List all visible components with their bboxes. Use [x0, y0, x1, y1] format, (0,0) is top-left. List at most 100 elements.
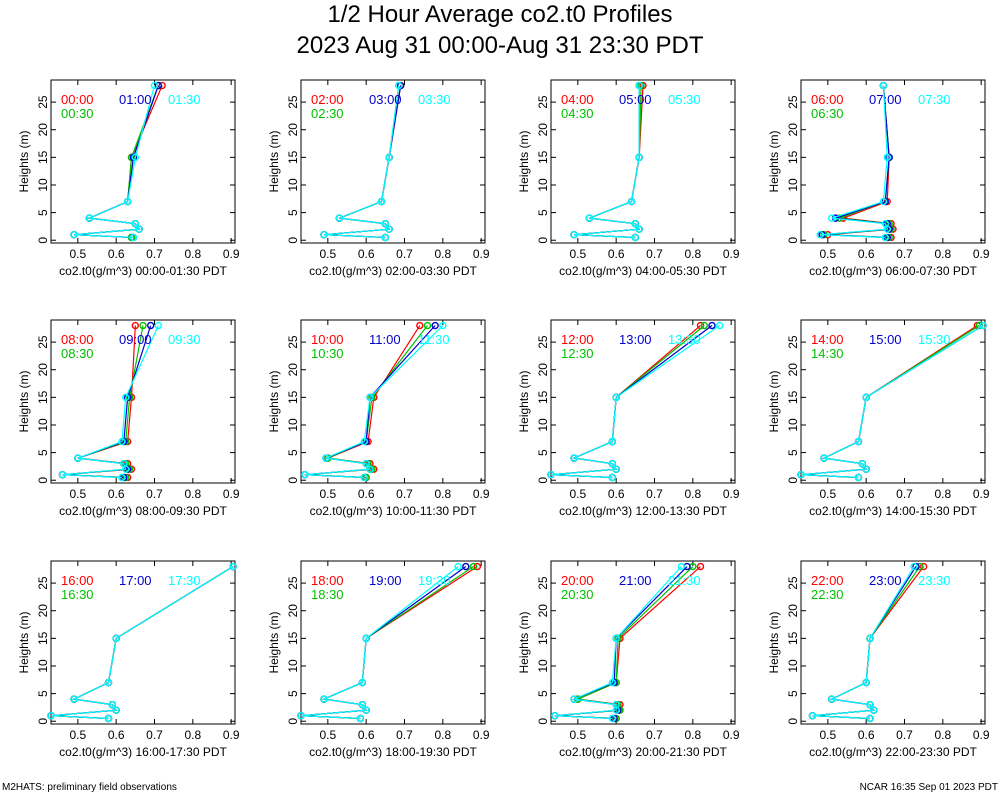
data-point	[360, 437, 368, 446]
data-point	[131, 219, 140, 228]
plot-frame	[50, 79, 236, 244]
y-tick-label: 10	[536, 659, 550, 673]
data-point	[635, 81, 643, 90]
y-tick-label: 15	[786, 150, 800, 164]
y-tick-label: 10	[536, 418, 550, 432]
y-tick-label: 5	[786, 690, 800, 697]
data-point	[708, 321, 716, 330]
x-tick-label: 0.7	[896, 247, 913, 261]
y-tick-label: 15	[786, 390, 800, 404]
data-point	[47, 712, 55, 720]
profile-panel: 0.5 0.6 0.7 0.8 0.9 0 5 10 15 20 25 co2.t0(g/m^3) 0…	[517, 79, 740, 278]
legend-entry: 22:30	[811, 587, 844, 602]
y-tick-label: 0	[36, 237, 50, 244]
data-point	[816, 231, 824, 239]
data-point	[129, 233, 138, 242]
x-axis-label: co2.t0(g/m^3) 22:00-23:30 PDT	[809, 745, 977, 759]
x-tick-label: 0.6	[858, 487, 875, 501]
data-point	[358, 700, 367, 709]
x-tick-label: 0.7	[146, 728, 163, 742]
data-point	[108, 700, 117, 709]
data-point	[158, 81, 166, 90]
plot-frame	[800, 319, 986, 484]
data-point	[883, 225, 891, 233]
data-point	[910, 562, 918, 571]
data-point	[866, 700, 874, 709]
legend-entry: 23:00	[869, 573, 902, 588]
legend-entry: 21:30	[668, 573, 701, 588]
data-point	[385, 153, 393, 162]
x-tick-label: 0.6	[608, 247, 625, 261]
data-point	[131, 321, 140, 330]
x-tick-label: 0.7	[646, 487, 663, 501]
y-tick-label: 25	[36, 576, 50, 590]
x-tick-label: 0.7	[396, 728, 413, 742]
x-tick-label: 0.9	[473, 728, 490, 742]
x-tick-label: 0.6	[358, 728, 375, 742]
y-tick-label: 5	[36, 209, 50, 216]
plot-frame	[800, 560, 986, 725]
plot-frame	[550, 79, 736, 244]
data-point	[612, 393, 620, 402]
data-point	[301, 471, 309, 479]
data-point	[366, 393, 374, 402]
data-point	[862, 465, 870, 473]
x-axis-label: co2.t0(g/m^3) 14:00-15:30 PDT	[809, 504, 977, 518]
legend-entry: 12:00	[561, 332, 594, 347]
y-tick-label: 5	[536, 690, 550, 697]
y-tick-label: 5	[36, 449, 50, 456]
x-tick-label: 0.9	[223, 247, 240, 261]
x-tick-label: 0.8	[684, 728, 701, 742]
x-tick-label: 0.6	[608, 728, 625, 742]
y-tick-label: 15	[286, 390, 300, 404]
data-point	[854, 473, 863, 482]
footer-credit: NCAR 16:35 Sep 01 2023 PDT	[859, 782, 998, 793]
y-tick-label: 0	[536, 718, 550, 725]
data-point	[381, 219, 390, 228]
y-tick-label: 20	[536, 363, 550, 377]
legend-entry: 19:30	[418, 573, 451, 588]
data-point	[423, 321, 432, 330]
x-tick-label: 0.6	[358, 487, 375, 501]
footer-note: M2HATS: preliminary field observations	[2, 782, 177, 793]
legend-entry: 01:00	[119, 92, 152, 107]
data-point	[631, 219, 640, 228]
data-point	[635, 153, 643, 162]
data-point	[362, 634, 370, 643]
y-tick-label: 5	[536, 449, 550, 456]
x-tick-label: 0.7	[896, 728, 913, 742]
x-tick-label: 0.7	[146, 487, 163, 501]
legend-entry: 02:30	[311, 106, 344, 121]
y-tick-label: 15	[286, 631, 300, 645]
data-point	[58, 471, 67, 479]
y-tick-label: 25	[286, 576, 300, 590]
x-tick-label: 0.9	[973, 728, 990, 742]
x-axis-label: co2.t0(g/m^3) 02:00-03:30 PDT	[309, 264, 477, 278]
y-tick-label: 10	[286, 659, 300, 673]
profile-panel: 0.5 0.6 0.7 0.8 0.9 0 5 10 15 20 25 co2.t0(g/m^3) 1…	[767, 319, 990, 518]
data-point	[104, 714, 113, 723]
data-point	[700, 321, 709, 330]
legend-entry: 18:00	[311, 573, 344, 588]
plot-frame	[800, 79, 986, 244]
data-point	[696, 562, 705, 571]
data-point	[150, 81, 159, 90]
y-tick-label: 5	[786, 449, 800, 456]
data-point	[862, 393, 870, 402]
legend-entry: 03:30	[418, 92, 451, 107]
y-tick-label: 20	[786, 123, 800, 137]
profile-panel: 0.5 0.6 0.7 0.8 0.9 0 5 10 15 20 25 co2.t0(g/m^3) 0…	[17, 319, 240, 518]
data-point	[122, 393, 130, 402]
y-tick-label: 0	[786, 477, 800, 484]
y-tick-label: 15	[36, 631, 50, 645]
x-axis-label: co2.t0(g/m^3) 08:00-09:30 PDT	[59, 504, 227, 518]
data-point	[881, 233, 890, 242]
data-point	[229, 562, 237, 571]
y-tick-label: 0	[786, 718, 800, 725]
x-tick-label: 0.5	[319, 247, 336, 261]
legend-entry: 11:00	[369, 332, 401, 347]
data-point	[608, 678, 617, 687]
x-tick-label: 0.8	[184, 728, 201, 742]
legend-entry: 06:00	[811, 92, 844, 107]
